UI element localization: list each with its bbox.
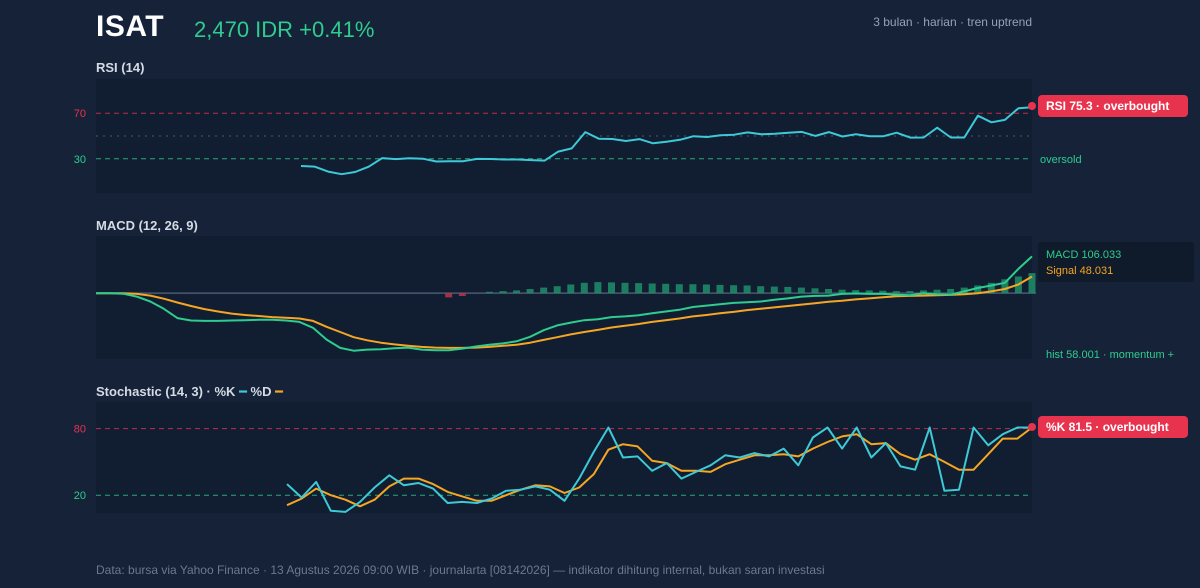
macd-hist-bar (648, 283, 656, 294)
macd-hist-bar (960, 287, 968, 294)
macd-value-label: MACD 106.033 (1046, 249, 1121, 261)
macd-value-box (1038, 242, 1194, 282)
stoch-d-line (286, 426, 1033, 508)
stoch-k-line (286, 426, 1032, 513)
macd-hist-bar (513, 290, 520, 294)
macd-hist-bar (635, 283, 643, 294)
macd-hist-bar (716, 284, 724, 294)
macd-hist-bar (797, 287, 805, 294)
macd-hist-bar (838, 289, 846, 294)
macd-hist-bar (689, 284, 697, 294)
rsi-badge-bg (1038, 95, 1188, 117)
macd-hist-bar (892, 291, 900, 294)
macd-hist-bar (730, 285, 738, 294)
stoch-tick-80: 80 (74, 424, 86, 436)
stoch-badge-text: %K 81.5 · overbought (1046, 420, 1169, 434)
footer-source: Data: bursa via Yahoo Finance · 13 Agust… (96, 563, 825, 577)
macd-hist-bar (825, 289, 832, 294)
macd-hist-bar (933, 289, 941, 294)
macd-hist-bar (770, 286, 778, 294)
macd-hist-bar (1028, 273, 1036, 294)
macd-hist-bar (594, 282, 602, 294)
stoch-badge-bg (1038, 415, 1188, 438)
macd-hist-bar (974, 285, 982, 294)
macd-hist-bar (662, 283, 670, 294)
signal-line (96, 275, 1033, 349)
macd-line (96, 255, 1033, 352)
macd-hist-note: hist 58.001 · momentum + (1046, 349, 1174, 361)
macd-hist-bar (987, 282, 995, 294)
macd-hist-bar (621, 282, 629, 294)
macd-hist-bar (485, 291, 493, 294)
macd-hist-bar (608, 282, 615, 294)
macd-hist-bar (865, 290, 873, 294)
macd-hist-bar (499, 291, 507, 294)
rsi-panel-title: RSI (14) (96, 60, 145, 75)
macd-hist-bar (784, 286, 792, 294)
stoch-panel-title: Stochastic (14, 3) · %K ━ %D ━ (96, 384, 283, 400)
stoch-d-legend-label: %D (250, 384, 272, 399)
macd-hist-bar (526, 289, 534, 294)
macd-hist-bar (906, 291, 914, 294)
macd-hist-bar (757, 286, 765, 294)
macd-hist-bar (947, 289, 955, 294)
macd-hist-bar (743, 285, 751, 294)
macd-hist-bar (852, 290, 860, 294)
chart-meta: 3 bulan · harian · tren uptrend (873, 15, 1032, 29)
macd-hist-bar (1001, 279, 1009, 294)
stoch-title-text: Stochastic (14, 3) · %K (96, 384, 236, 399)
price-change: 2,470 IDR +0.41% (194, 17, 375, 42)
macd-hist-bar (567, 284, 575, 294)
macd-panel-title: MACD (12, 26, 9) (96, 218, 198, 233)
macd-hist-bar (811, 288, 819, 294)
rsi-oversold-label: oversold (1040, 154, 1082, 166)
macd-hist-bar (553, 286, 561, 294)
ticker-symbol: ISAT (96, 10, 165, 43)
macd-hist-bar (540, 287, 548, 294)
rsi-line (300, 106, 1033, 176)
rsi-tick-30: 30 (74, 154, 86, 166)
rsi-badge-text: RSI 75.3 · overbought (1046, 99, 1169, 113)
macd-hist-bar (702, 284, 710, 294)
macd-hist-bar (675, 284, 683, 294)
macd-hist-bar (879, 290, 887, 294)
stoch-badge-marker (1028, 422, 1036, 431)
stoch-panel-bg (96, 402, 1032, 513)
rsi-badge-marker (1028, 102, 1036, 110)
macd-hist-bar (458, 293, 466, 296)
macd-hist-bar (920, 290, 927, 294)
rsi-tick-70: 70 (74, 108, 86, 120)
macd-hist-bar (580, 282, 588, 294)
stoch-d-legend-swatch: ━ (275, 384, 283, 399)
stoch-tick-20: 20 (74, 490, 86, 502)
signal-value-label: Signal 48.031 (1046, 265, 1113, 277)
macd-hist-bar (445, 293, 453, 298)
stoch-k-legend-swatch: ━ (239, 384, 247, 399)
